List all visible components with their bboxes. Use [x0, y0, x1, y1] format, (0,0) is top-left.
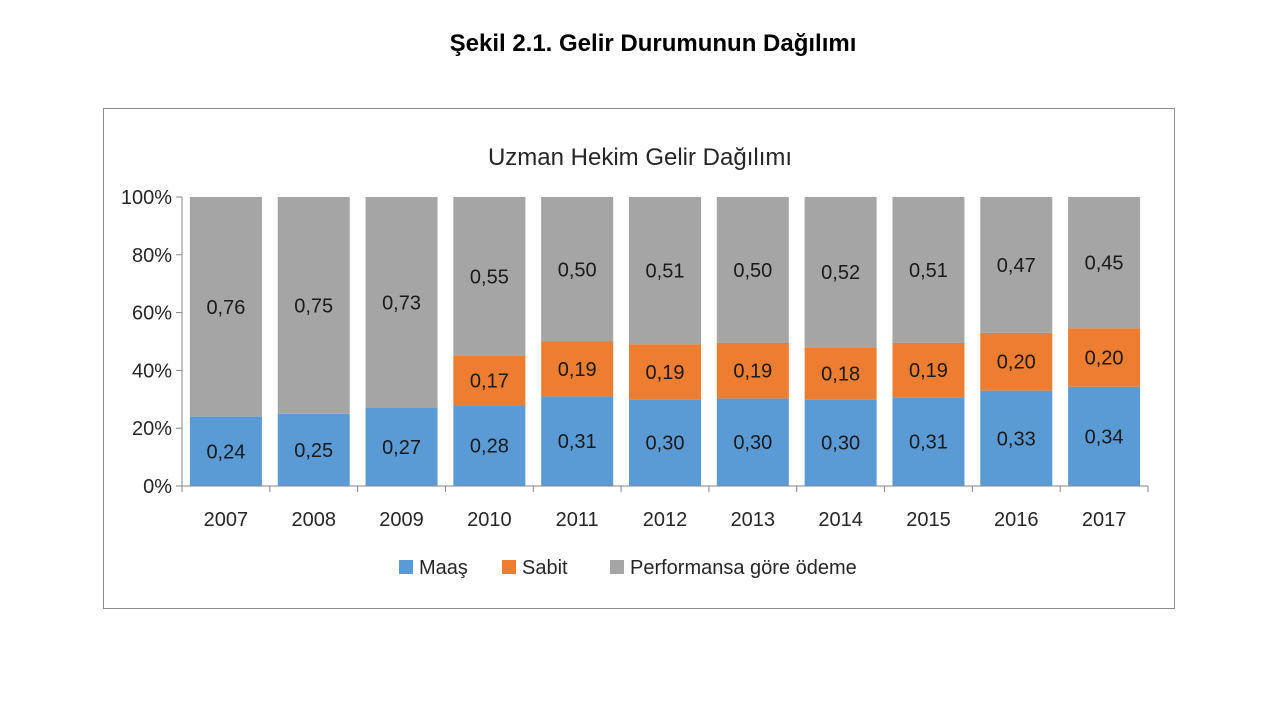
data-label: 0,31 — [909, 432, 948, 454]
x-tick-label: 2009 — [379, 509, 424, 531]
stacked-bar-chart: Uzman Hekim Gelir Dağılımı 0% 20% 40% 60% 80… — [121, 144, 1149, 579]
bar-maas-2017 — [1068, 386, 1141, 486]
y-tick-label: 20% — [132, 418, 172, 440]
data-label: 0,30 — [646, 433, 685, 455]
data-label: 0,19 — [909, 360, 948, 382]
data-label: 0,20 — [1085, 348, 1124, 370]
bar-maas-2011 — [541, 396, 614, 486]
data-label: 0,28 — [470, 436, 509, 458]
bar-sabit-2015 — [892, 342, 965, 398]
bar-sabit-2017 — [1068, 328, 1141, 387]
x-tick-label: 2013 — [731, 509, 776, 531]
bar-performans-2012 — [629, 197, 701, 345]
x-tick-label: 2016 — [994, 509, 1039, 531]
y-tick-label: 100% — [121, 187, 172, 209]
data-label: 0,25 — [294, 440, 333, 462]
bar-performans-2009 — [365, 197, 438, 408]
x-axis: 2007 2008 2009 2010 2011 2012 2013 2014 2015 2016… — [181, 485, 1149, 531]
data-label: 0,50 — [558, 259, 597, 281]
legend-label-maas: Maaş — [419, 557, 468, 579]
data-label: 0,55 — [470, 266, 509, 288]
bar-performans-2017 — [1068, 197, 1141, 329]
bar-sabit-2016 — [980, 332, 1053, 391]
legend-label-sabit: Sabit — [522, 557, 568, 579]
data-label: 0,19 — [646, 362, 685, 384]
x-tick-label: 2012 — [643, 509, 688, 531]
data-label: 0,52 — [821, 262, 860, 284]
data-label: 0,50 — [733, 260, 772, 282]
data-label: 0,19 — [733, 361, 772, 383]
bar-performans-2007 — [189, 197, 262, 417]
legend: Maaş Sabit Performansa göre ödeme — [399, 557, 857, 579]
data-label: 0,51 — [909, 260, 948, 282]
data-label: 0,19 — [558, 359, 597, 381]
legend-swatch-sabit — [502, 560, 516, 574]
legend-swatch-performans — [610, 560, 624, 574]
y-tick-label: 0% — [143, 476, 172, 498]
data-label: 0,24 — [206, 441, 245, 463]
data-label: 0,33 — [997, 428, 1036, 450]
data-label: 0,45 — [1085, 253, 1124, 275]
bar-maas-2015 — [892, 397, 965, 486]
data-label: 0,73 — [382, 292, 421, 314]
y-tick-label: 80% — [132, 245, 172, 267]
chart-frame: Uzman Hekim Gelir Dağılımı 0% 20% 40% 60% 80… — [103, 108, 1175, 609]
data-label: 0,30 — [821, 433, 860, 455]
bar-performans-2016 — [980, 197, 1053, 333]
bar-sabit-2013 — [716, 342, 789, 399]
bar-performans-2010 — [453, 197, 526, 356]
data-label: 0,47 — [997, 255, 1036, 277]
data-label: 0,51 — [646, 261, 685, 283]
x-tick-label: 2007 — [204, 509, 249, 531]
bar-performans-2013 — [716, 197, 789, 343]
bar-sabit-2010 — [453, 355, 526, 406]
data-label: 0,31 — [558, 431, 597, 453]
bar-performans-2011 — [541, 197, 614, 342]
bar-performans-2014 — [804, 197, 877, 348]
bar-maas-2013 — [716, 398, 789, 486]
data-label: 0,76 — [206, 297, 245, 319]
x-tick-label: 2015 — [906, 509, 951, 531]
y-tick-label: 60% — [132, 303, 172, 325]
data-label: 0,18 — [821, 363, 860, 385]
data-label: 0,27 — [382, 437, 421, 459]
data-label: 0,30 — [733, 432, 772, 454]
x-tick-label: 2011 — [556, 509, 599, 531]
bar-sabit-2011 — [541, 341, 614, 397]
bar-maas-2009 — [365, 407, 438, 486]
y-axis: 0% 20% 40% 60% 80% 100% — [121, 187, 183, 498]
bar-sabit-2014 — [804, 347, 877, 400]
legend-swatch-maas — [399, 560, 413, 574]
data-label: 0,17 — [470, 371, 509, 393]
bar-maas-2008 — [277, 413, 350, 486]
data-label: 0,34 — [1085, 426, 1124, 448]
x-tick-label: 2014 — [818, 509, 863, 531]
y-tick-label: 40% — [132, 360, 172, 382]
data-label: 0,20 — [997, 352, 1036, 374]
bar-maas-2014 — [804, 399, 877, 486]
slide-title: Şekil 2.1. Gelir Durumunun Dağılımı — [449, 30, 857, 57]
bar-maas-2016 — [980, 390, 1053, 486]
x-tick-label: 2010 — [467, 509, 512, 531]
bar-maas-2010 — [453, 405, 526, 486]
bar-performans-2015 — [892, 197, 965, 343]
bar-maas-2007 — [189, 416, 262, 486]
x-tick-label: 2017 — [1082, 509, 1127, 531]
bar-sabit-2012 — [629, 344, 701, 400]
chart-title: Uzman Hekim Gelir Dağılımı — [488, 144, 792, 171]
data-label: 0,75 — [294, 295, 333, 317]
bar-performans-2008 — [277, 197, 350, 414]
legend-label-performans: Performansa göre ödeme — [630, 557, 857, 579]
x-tick-label: 2008 — [291, 509, 336, 531]
bar-maas-2012 — [629, 399, 701, 486]
bars-group: 0,24 0,76 0,25 0,75 0,27 0,73 0,28 0,17 0,55 0,31… — [189, 197, 1141, 486]
